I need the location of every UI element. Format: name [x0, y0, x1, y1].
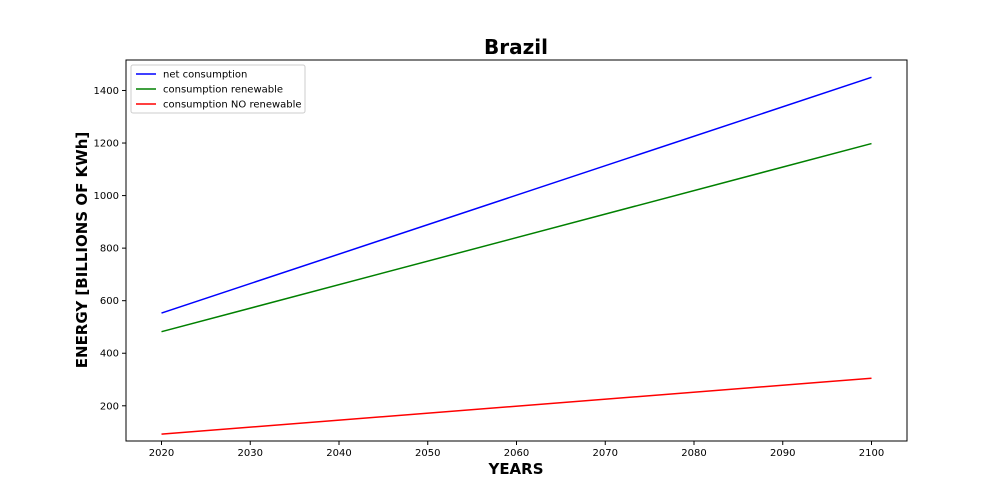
x-tick-label: 2060: [504, 448, 529, 459]
y-tick-label: 600: [100, 296, 119, 307]
x-tick-label: 2090: [770, 448, 795, 459]
series-line-1: [161, 142, 872, 333]
x-axis: 2020 2030 2040 2050 2060 2070 2080 2090 2100: [149, 441, 884, 459]
x-tick-label: 2070: [593, 448, 618, 459]
x-axis-label: YEARS: [487, 460, 543, 478]
legend-label-2: consumption NO renewable: [163, 100, 302, 111]
x-tick-label: 2030: [238, 448, 263, 459]
plot-area: [125, 59, 908, 442]
y-axis: 200 400 600 800 1000 1200 1400: [94, 86, 126, 412]
x-tick-label: 2080: [681, 448, 706, 459]
chart-title: Brazil: [484, 35, 548, 59]
x-tick-label: 2020: [149, 448, 174, 459]
y-tick-label: 800: [100, 244, 119, 255]
y-tick-label: 400: [100, 349, 119, 360]
y-tick-label: 1200: [94, 139, 119, 150]
x-tick-label: 2100: [859, 448, 884, 459]
y-tick-label: 200: [100, 401, 119, 412]
legend: net consumption consumption renewable cons…: [130, 64, 306, 114]
legend-label-0: net consumption: [163, 70, 247, 81]
y-axis-label: ENERGY [BILLIONS OF KWh]: [73, 132, 91, 368]
legend-label-1: consumption renewable: [163, 85, 283, 96]
legend-box: [130, 64, 306, 114]
series-lines: [161, 76, 872, 435]
y-tick-label: 1400: [94, 86, 119, 97]
y-tick-label: 1000: [94, 191, 119, 202]
series-line-2: [161, 377, 872, 435]
x-tick-label: 2050: [415, 448, 440, 459]
series-line-0: [161, 76, 872, 314]
x-tick-label: 2040: [326, 448, 351, 459]
